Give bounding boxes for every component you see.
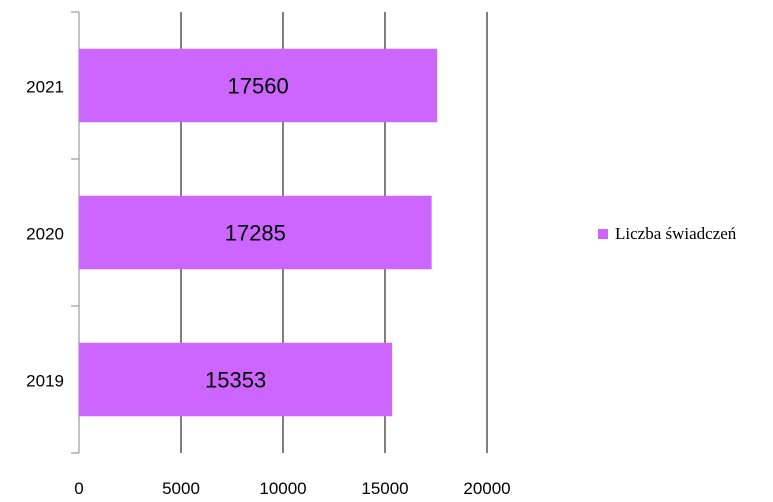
data-label: 17560: [228, 74, 289, 99]
y-tick-label: 2020: [26, 225, 64, 244]
x-tick-label: 0: [74, 479, 83, 497]
x-tick-label: 10000: [259, 479, 306, 497]
legend-label: Liczba świadczeń: [615, 224, 737, 243]
y-tick-label: 2019: [26, 372, 64, 391]
data-label: 17285: [225, 221, 286, 246]
y-tick-label: 2021: [26, 78, 64, 97]
bar: [79, 342, 393, 417]
legend-swatch: [598, 229, 608, 239]
bar: [79, 48, 438, 123]
data-label: 15353: [205, 368, 266, 393]
legend: Liczba świadczeń: [598, 224, 736, 244]
x-tick-label: 5000: [162, 479, 200, 497]
x-tick-label: 20000: [463, 479, 510, 497]
x-tick-label: 15000: [361, 479, 408, 497]
bar: [79, 195, 432, 270]
